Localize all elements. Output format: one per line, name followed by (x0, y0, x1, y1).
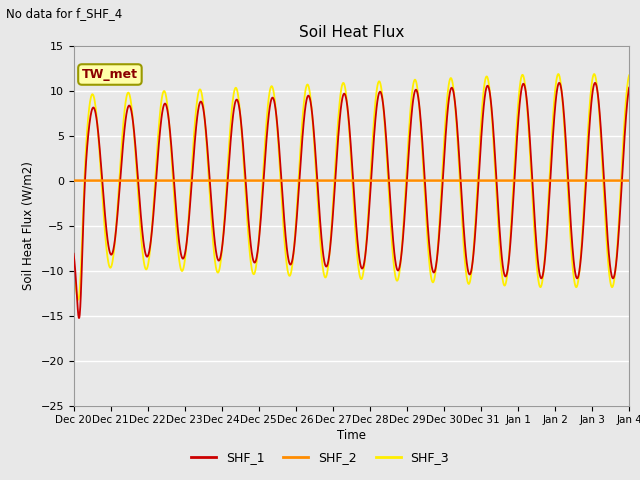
Legend: SHF_1, SHF_2, SHF_3: SHF_1, SHF_2, SHF_3 (186, 446, 454, 469)
Text: No data for f_SHF_4: No data for f_SHF_4 (6, 7, 123, 20)
Y-axis label: Soil Heat Flux (W/m2): Soil Heat Flux (W/m2) (22, 161, 35, 290)
Title: Soil Heat Flux: Soil Heat Flux (299, 25, 404, 40)
Text: TW_met: TW_met (82, 68, 138, 81)
X-axis label: Time: Time (337, 430, 366, 443)
